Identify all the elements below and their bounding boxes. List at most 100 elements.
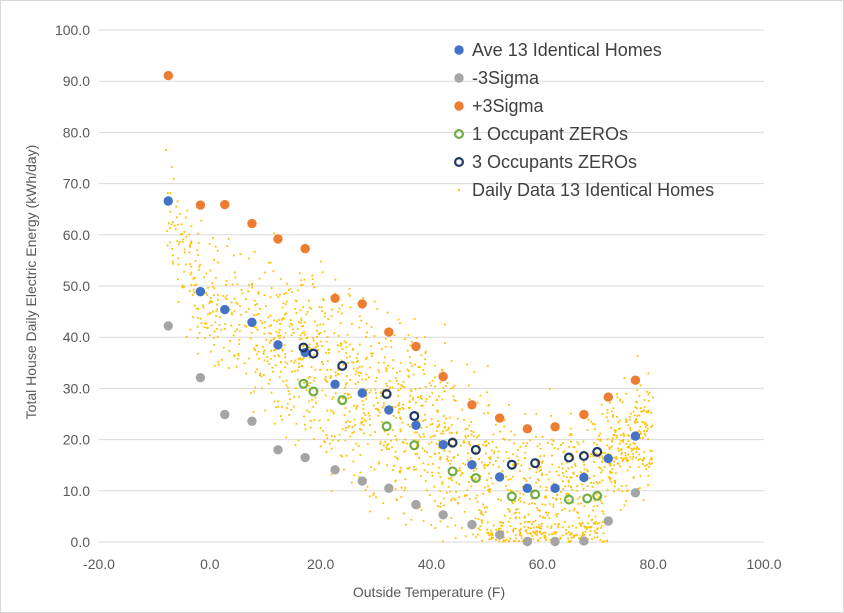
daily-data-point <box>650 426 653 429</box>
daily-data-point <box>228 349 231 352</box>
daily-data-point <box>453 399 456 401</box>
daily-data-point <box>518 516 521 519</box>
daily-data-point <box>205 291 207 294</box>
daily-data-point <box>569 432 572 435</box>
daily-data-point <box>514 500 516 503</box>
daily-data-point <box>190 240 193 243</box>
daily-data-point <box>450 360 453 362</box>
daily-data-point <box>611 437 614 440</box>
daily-data-point <box>430 524 433 526</box>
daily-data-point <box>463 495 466 497</box>
daily-data-point <box>436 399 438 402</box>
daily-data-point <box>425 398 428 400</box>
daily-data-point <box>566 461 568 464</box>
daily-data-point <box>337 334 340 337</box>
daily-data-point <box>418 434 421 436</box>
series-point <box>163 321 173 331</box>
daily-data-point <box>470 485 473 488</box>
daily-data-point <box>338 307 341 310</box>
daily-data-point <box>479 475 482 477</box>
daily-data-point <box>193 277 196 280</box>
daily-data-point <box>523 525 526 528</box>
daily-data-point <box>459 444 462 447</box>
daily-data-point <box>281 318 283 321</box>
daily-data-point <box>273 337 276 340</box>
daily-data-point <box>560 444 562 446</box>
daily-data-point <box>177 257 180 260</box>
daily-data-point <box>481 519 483 522</box>
daily-data-point <box>468 398 471 401</box>
daily-data-point <box>270 391 273 394</box>
daily-data-point <box>576 489 579 492</box>
daily-data-point <box>481 461 483 464</box>
daily-data-point <box>637 487 639 490</box>
daily-data-point <box>367 412 370 415</box>
daily-data-point <box>577 516 580 519</box>
daily-data-point <box>614 481 616 484</box>
series-point <box>308 386 319 397</box>
daily-data-point <box>352 367 355 370</box>
daily-data-point <box>290 360 293 363</box>
daily-data-point <box>529 527 532 530</box>
daily-data-point <box>646 424 649 427</box>
daily-data-point <box>609 478 611 481</box>
daily-data-point <box>488 538 491 541</box>
daily-data-point <box>647 474 650 477</box>
daily-data-point <box>562 488 565 491</box>
daily-data-point <box>624 421 627 423</box>
daily-data-point <box>320 306 323 309</box>
series-point <box>384 483 394 493</box>
daily-data-point <box>416 336 419 339</box>
daily-data-point <box>169 241 171 244</box>
daily-data-point <box>282 336 285 339</box>
daily-data-point <box>487 488 490 491</box>
daily-data-point <box>612 407 615 410</box>
daily-data-point <box>626 490 628 493</box>
daily-data-point <box>306 409 309 412</box>
daily-data-point <box>560 462 563 465</box>
daily-data-point <box>169 227 172 229</box>
daily-data-point <box>630 447 633 450</box>
daily-data-point <box>641 410 644 413</box>
daily-data-point <box>629 466 632 468</box>
series-point <box>467 459 477 470</box>
daily-data-point <box>492 433 495 436</box>
daily-data-point <box>311 387 314 390</box>
daily-data-point <box>300 321 303 324</box>
daily-data-point <box>402 380 405 383</box>
daily-data-point <box>537 526 540 529</box>
daily-data-point <box>340 343 343 345</box>
daily-data-point <box>286 402 289 405</box>
daily-data-point <box>211 282 214 285</box>
y-tick-label: 100.0 <box>55 22 90 38</box>
daily-data-point <box>345 381 348 384</box>
daily-data-point <box>476 401 479 404</box>
daily-data-point <box>330 375 332 377</box>
daily-data-point <box>533 502 536 505</box>
daily-data-point <box>318 419 321 422</box>
daily-data-point <box>491 440 494 443</box>
daily-data-point <box>523 457 526 460</box>
daily-data-point <box>365 378 367 381</box>
daily-data-point <box>363 432 365 435</box>
daily-data-point <box>555 531 558 534</box>
daily-data-point <box>358 374 361 377</box>
daily-data-point <box>290 322 292 325</box>
daily-data-point <box>619 399 622 402</box>
daily-data-point <box>476 436 478 439</box>
daily-data-point <box>623 457 626 460</box>
daily-data-point <box>450 432 453 435</box>
daily-data-point <box>625 392 628 395</box>
daily-data-point <box>508 509 511 512</box>
daily-data-point <box>382 502 385 505</box>
daily-data-point <box>251 282 253 285</box>
daily-data-point <box>612 456 615 459</box>
daily-data-point <box>439 502 442 505</box>
daily-data-point <box>501 470 504 472</box>
daily-data-point <box>445 417 448 420</box>
daily-data-point <box>384 337 387 340</box>
daily-data-point <box>356 352 359 355</box>
daily-data-point <box>649 458 652 461</box>
daily-data-point <box>447 485 450 488</box>
daily-data-point <box>313 419 316 421</box>
